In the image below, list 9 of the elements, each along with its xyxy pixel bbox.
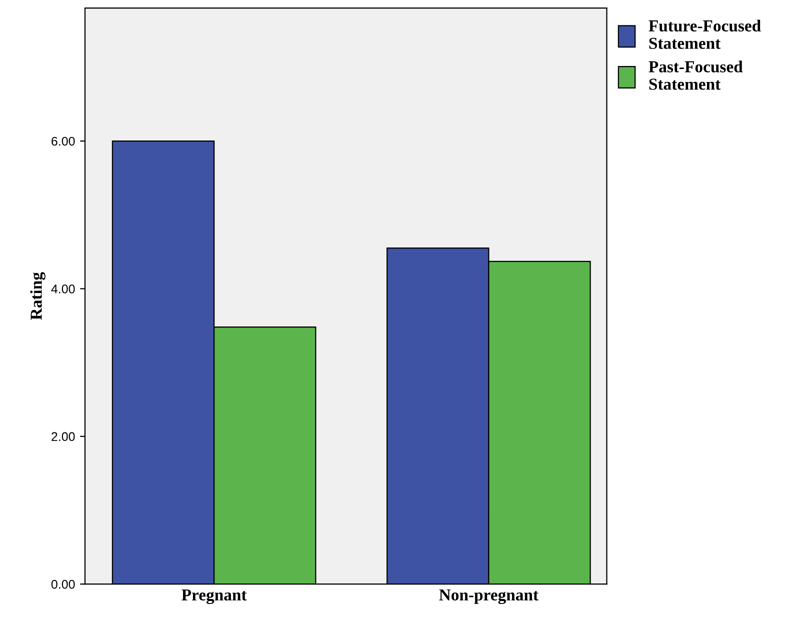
y-tick-label: 4.00 <box>51 284 75 294</box>
legend-label: Past-Focused Statement <box>648 60 743 90</box>
y-tick-label: 2.00 <box>52 432 75 442</box>
y-tick-label: 6.00 <box>52 136 75 146</box>
y-tick-label: 0.00 <box>51 580 75 589</box>
x-tick-label: Non-pregnant <box>439 589 538 604</box>
y-axis-title: Rating <box>30 272 46 320</box>
legend-label: Future-Focused Statement <box>648 20 761 49</box>
x-tick-label: Pregnant <box>182 589 247 604</box>
